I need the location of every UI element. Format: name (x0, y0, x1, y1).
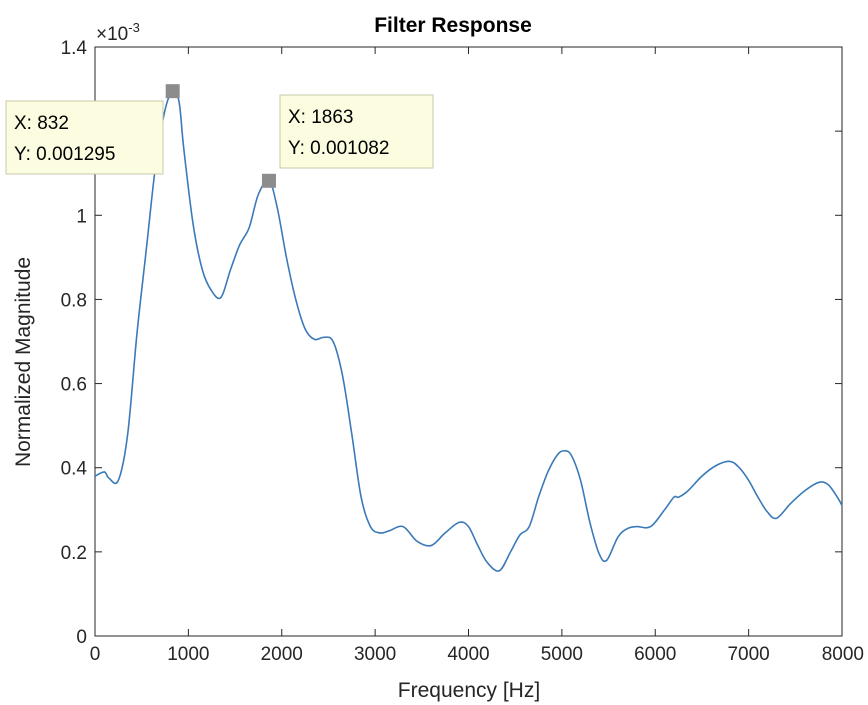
y-exponent-label: ×10-3 (96, 20, 140, 45)
y-tick-label: 1.4 (61, 38, 88, 59)
y-tick-label: 0.4 (61, 459, 88, 480)
datatip-x-label: X: 832 (14, 113, 69, 134)
x-tick-label: 4000 (447, 644, 489, 665)
chart-title: Filter Response (374, 14, 532, 37)
y-tick-label: 0 (76, 627, 87, 648)
x-tick-label: 2000 (261, 644, 303, 665)
y-tick-label: 1 (76, 206, 87, 227)
datatip-marker[interactable] (261, 173, 276, 188)
plot-frame (94, 46, 843, 637)
y-tick-label: 0.2 (61, 543, 87, 564)
datatips: X: 832 Y: 0.001295 X: 1863 Y: 0.001082 (5, 84, 434, 188)
x-tick-label: 5000 (541, 644, 583, 665)
datatip-box (279, 94, 434, 169)
series-line (94, 90, 843, 572)
x-tick-label: 6000 (634, 644, 676, 665)
x-tick-label: 3000 (354, 644, 396, 665)
x-tick-label: 1000 (167, 644, 209, 665)
x-tick-label: 0 (90, 644, 101, 665)
y-tick-label: 0.6 (61, 375, 87, 396)
datatip-marker[interactable] (165, 84, 180, 99)
y-axis-label: Normalized Magnitude (12, 257, 35, 467)
y-tick-label: 0.8 (61, 290, 87, 311)
datatip-box (5, 100, 164, 175)
datatip-x-label: X: 1863 (288, 107, 354, 128)
x-tick-label: 8000 (822, 644, 864, 665)
y-exponent-power: -3 (128, 20, 140, 35)
datatip-y-label: Y: 0.001082 (288, 138, 389, 159)
y-exponent-base: ×10 (96, 24, 128, 45)
x-tick-label: 7000 (727, 644, 769, 665)
plot-area (94, 46, 843, 637)
x-axis-label: Frequency [Hz] (398, 679, 540, 702)
datatip-y-label: Y: 0.001295 (14, 144, 115, 165)
x-axis: 0 1000 2000 3000 4000 5000 6000 7000 8000 (90, 47, 864, 665)
